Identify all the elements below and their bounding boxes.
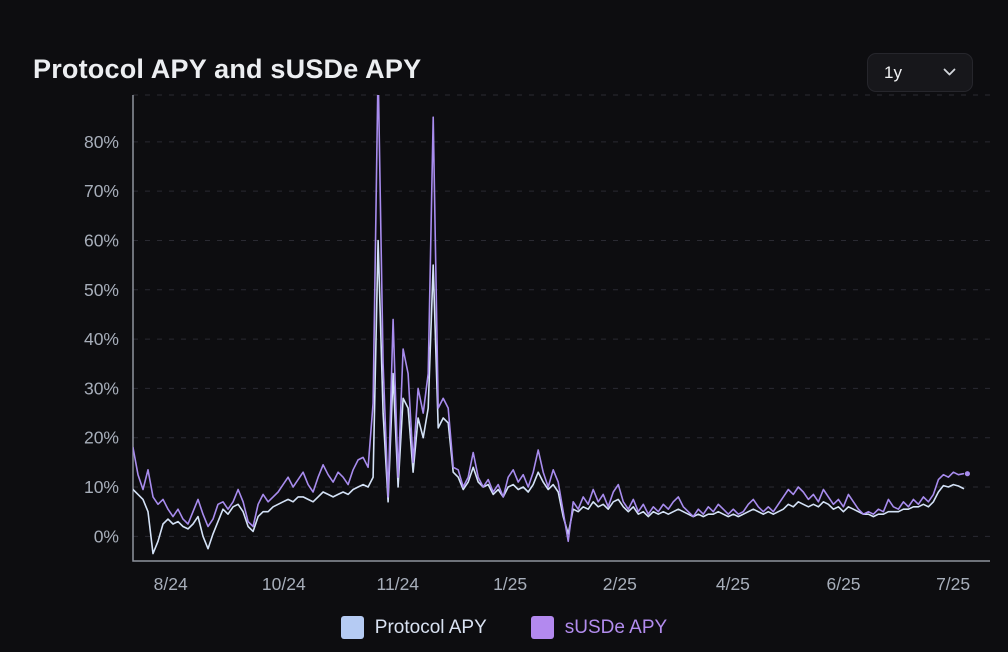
x-axis-tick-label: 8/24 <box>154 574 188 594</box>
y-axis-tick-label: 0% <box>94 526 119 546</box>
legend-label-protocol-apy: Protocol APY <box>374 616 487 638</box>
x-axis-tick-label: 11/24 <box>377 574 420 594</box>
time-range-value: 1y <box>884 62 902 82</box>
axis-lines <box>132 95 990 562</box>
y-axis-tick-label: 80% <box>84 132 119 152</box>
y-axis-tick-label: 20% <box>84 428 119 448</box>
legend-label-susde-apy: sUSDe APY <box>564 616 668 638</box>
x-axis-tick-label: 10/24 <box>262 574 306 594</box>
page-title: Protocol APY and sUSDe APY <box>33 54 422 84</box>
series-line-susde-apy <box>133 95 965 543</box>
chevron-down-icon <box>943 68 956 76</box>
x-axis-tick-label: 2/25 <box>603 574 637 594</box>
x-axis-tick-label: 1/25 <box>493 574 527 594</box>
legend-swatch-protocol-apy <box>340 616 364 639</box>
chart-legend: Protocol APY sUSDe APY <box>0 616 1008 639</box>
x-axis-tick-label: 7/25 <box>936 574 970 594</box>
y-axis-tick-label: 70% <box>84 181 119 201</box>
x-axis-tick-label: 6/25 <box>826 574 860 594</box>
y-axis-tick-label: 60% <box>84 230 119 250</box>
x-axis-tick-label: 4/25 <box>716 574 750 594</box>
legend-swatch-susde-apy <box>530 616 554 639</box>
y-axis-tick-label: 50% <box>84 280 119 300</box>
y-axis-tick-label: 30% <box>84 378 119 398</box>
legend-item-susde-apy[interactable]: sUSDe APY <box>530 616 668 639</box>
y-axis-tick-label: 10% <box>84 477 119 497</box>
y-axis-tick-label: 40% <box>84 329 119 349</box>
legend-item-protocol-apy[interactable]: Protocol APY <box>340 616 487 639</box>
time-range-selector[interactable]: 1y <box>867 53 973 92</box>
series-end-dot <box>964 471 971 477</box>
gridlines <box>133 94 990 537</box>
series-line-protocol-apy <box>133 239 965 555</box>
